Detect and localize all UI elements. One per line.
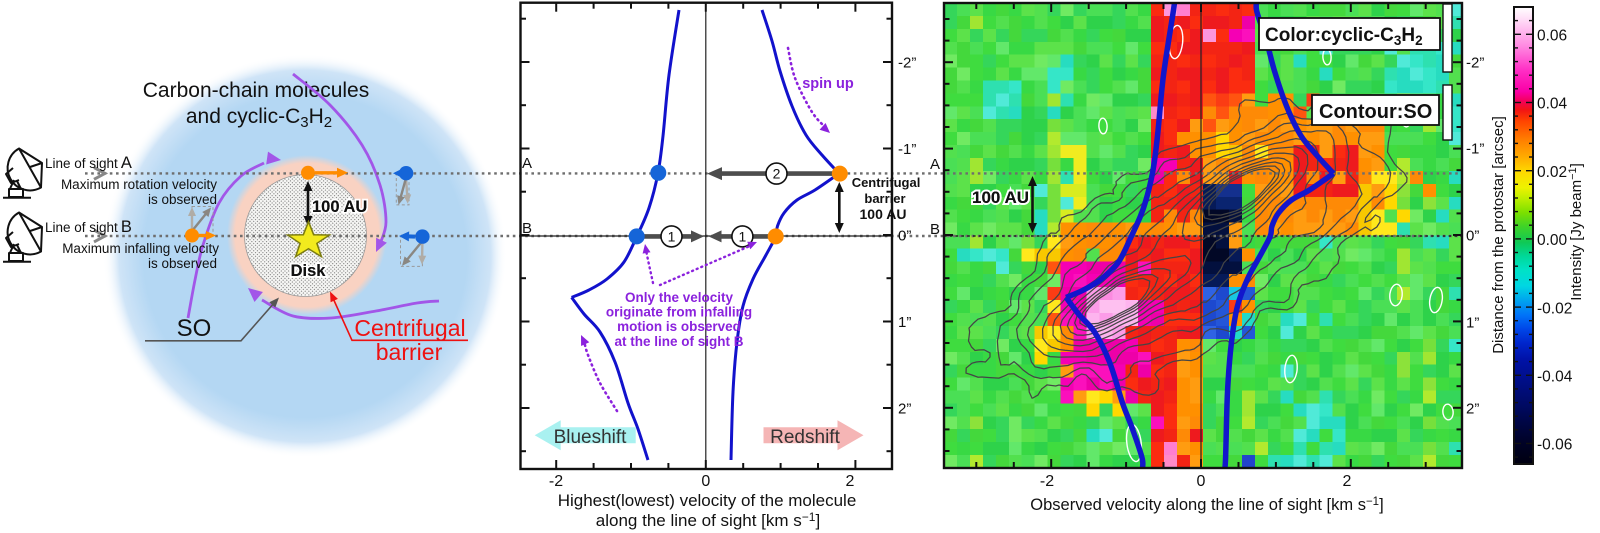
svg-text:100 AU: 100 AU <box>972 188 1029 207</box>
svg-text:2: 2 <box>1343 473 1352 490</box>
svg-text:Maximum rotation velocity: Maximum rotation velocity <box>61 177 217 192</box>
svg-text:Maximum infalling velocity: Maximum infalling velocity <box>62 241 219 256</box>
svg-text:Centrifugal: Centrifugal <box>354 315 465 341</box>
svg-text:0.06: 0.06 <box>1537 28 1567 45</box>
svg-text:B: B <box>522 220 532 237</box>
svg-text:0: 0 <box>701 473 710 490</box>
svg-text:1”: 1” <box>1466 315 1479 332</box>
svg-text:Highest(lowest) velocity of th: Highest(lowest) velocity of the molecule <box>558 491 857 510</box>
svg-text:Contour:SO: Contour:SO <box>1319 101 1432 123</box>
svg-text:2”: 2” <box>898 401 911 418</box>
svg-text:Redshift: Redshift <box>770 427 840 448</box>
svg-text:-2”: -2” <box>898 55 916 72</box>
svg-text:at the line of sight B: at the line of sight B <box>614 334 743 349</box>
svg-text:-1”: -1” <box>1466 141 1484 158</box>
svg-text:Centrifugal: Centrifugal <box>852 175 921 190</box>
svg-text:1: 1 <box>668 228 676 244</box>
svg-text:is observed: is observed <box>148 256 217 271</box>
svg-text:barrier: barrier <box>376 339 443 365</box>
svg-text:along the line of sight [km s−: along the line of sight [km s−1] <box>596 510 820 530</box>
svg-text:spin up: spin up <box>802 76 854 92</box>
svg-text:Carbon-chain molecules: Carbon-chain molecules <box>143 79 369 102</box>
svg-text:2: 2 <box>846 473 855 490</box>
svg-text:Observed velocity along the li: Observed velocity along the line of sigh… <box>1030 496 1383 514</box>
svg-text:Blueshift: Blueshift <box>554 427 628 448</box>
svg-text:barrier: barrier <box>864 191 905 206</box>
svg-text:-0.06: -0.06 <box>1537 437 1572 454</box>
svg-text:0.04: 0.04 <box>1537 96 1568 113</box>
svg-text:-0.04: -0.04 <box>1537 369 1573 386</box>
svg-text:and cyclic-C3H2: and cyclic-C3H2 <box>186 105 332 131</box>
svg-text:-0.02: -0.02 <box>1537 300 1572 317</box>
svg-text:Color:cyclic-C3H2: Color:cyclic-C3H2 <box>1265 25 1423 48</box>
svg-text:100 AU: 100 AU <box>312 198 367 216</box>
svg-text:0”: 0” <box>898 228 911 245</box>
svg-text:1”: 1” <box>898 314 911 331</box>
svg-text:-1”: -1” <box>898 141 916 158</box>
svg-text:Distance from the protostar [a: Distance from the protostar [arcsec] <box>1490 116 1507 354</box>
svg-text:B: B <box>930 221 940 238</box>
svg-text:0.02: 0.02 <box>1537 164 1567 181</box>
svg-text:-2: -2 <box>549 473 563 490</box>
svg-text:2”: 2” <box>1466 401 1479 418</box>
svg-text:1: 1 <box>739 228 747 244</box>
svg-text:2: 2 <box>773 166 781 182</box>
svg-text:0: 0 <box>1197 473 1206 490</box>
svg-text:Only the velocity: Only the velocity <box>625 290 734 305</box>
svg-text:originate from infalling: originate from infalling <box>606 305 752 320</box>
svg-text:motion is observed: motion is observed <box>617 319 741 334</box>
svg-text:Disk: Disk <box>291 262 327 280</box>
svg-text:Disk: Disk <box>291 262 327 280</box>
svg-text:100 AU: 100 AU <box>860 206 907 222</box>
svg-text:is observed: is observed <box>148 192 217 207</box>
svg-text:Intensity [Jy beam−1]: Intensity [Jy beam−1] <box>1567 163 1585 301</box>
svg-text:SO: SO <box>177 315 212 342</box>
svg-text:0.00: 0.00 <box>1537 232 1568 249</box>
svg-text:0”: 0” <box>1466 228 1479 245</box>
svg-text:-2”: -2” <box>1466 55 1484 72</box>
svg-text:100 AU: 100 AU <box>972 188 1029 207</box>
svg-text:100 AU: 100 AU <box>312 198 367 216</box>
svg-text:A: A <box>522 155 532 172</box>
svg-text:A: A <box>930 156 940 173</box>
svg-text:-2: -2 <box>1040 473 1054 490</box>
